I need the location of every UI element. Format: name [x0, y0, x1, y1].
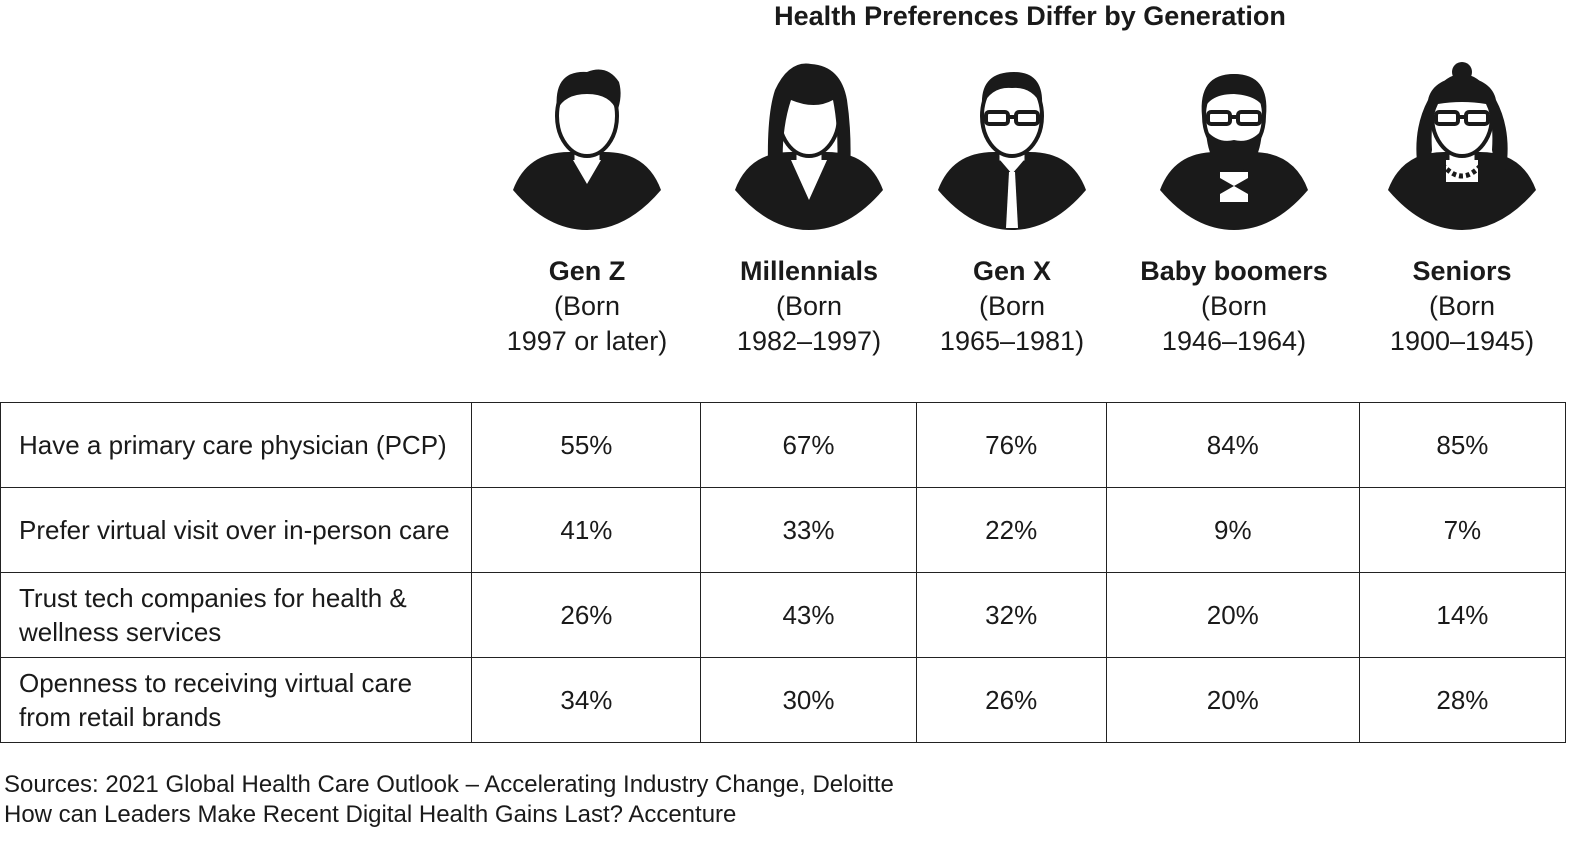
cell-value: 14% [1358, 572, 1567, 658]
cell-value: 30% [700, 657, 917, 743]
born-range: 1965–1981) [939, 326, 1085, 356]
column-header: Gen X (Born 1965–1981) [892, 60, 1132, 359]
generation-name: Gen X [972, 256, 1052, 286]
cell-value: 34% [471, 657, 702, 743]
cell-value: 28% [1358, 657, 1567, 743]
chart-title: Health Preferences Differ by Generation [774, 1, 1286, 31]
born-label: (Born [553, 291, 621, 321]
generation-name: Gen Z [548, 256, 626, 286]
column-header: Gen Z (Born 1997 or later) [467, 60, 707, 359]
column-header: Millennials (Born 1982–1997) [689, 60, 929, 359]
cell-value: 22% [915, 487, 1107, 573]
young-man-avatar-icon [467, 60, 707, 230]
cell-value: 32% [915, 572, 1107, 658]
source-line: How can Leaders Make Recent Digital Heal… [4, 801, 737, 828]
generation-name: Millennials [739, 256, 879, 286]
bearded-man-bowtie-avatar-icon [1114, 60, 1354, 230]
older-woman-glasses-pearls-avatar-icon [1342, 60, 1578, 230]
row-label: Have a primary care physician (PCP) [0, 402, 473, 488]
row-label: Trust tech companies for health & wellne… [0, 572, 473, 658]
woman-long-hair-avatar-icon [689, 60, 929, 230]
sources: Sources: 2021 Global Health Care Outlook… [4, 770, 894, 830]
born-label: (Born [1200, 291, 1268, 321]
cell-value: 85% [1358, 402, 1567, 488]
born-label: (Born [1428, 291, 1496, 321]
source-line: Sources: 2021 Global Health Care Outlook… [4, 771, 894, 798]
generation-name: Seniors [1412, 256, 1512, 286]
row-label: Openness to receiving virtual care from … [0, 657, 473, 743]
born-range: 1997 or later) [506, 326, 668, 356]
man-glasses-tie-avatar-icon [892, 60, 1132, 230]
cell-value: 9% [1105, 487, 1360, 573]
cell-value: 20% [1105, 572, 1360, 658]
born-label: (Born [775, 291, 843, 321]
cell-value: 33% [700, 487, 917, 573]
born-range: 1946–1964) [1161, 326, 1307, 356]
row-label: Prefer virtual visit over in-person care [0, 487, 473, 573]
cell-value: 41% [471, 487, 702, 573]
table-row: Prefer virtual visit over in-person care… [0, 487, 1567, 573]
generation-name: Baby boomers [1140, 256, 1328, 286]
born-label: (Born [978, 291, 1046, 321]
cell-value: 7% [1358, 487, 1567, 573]
cell-value: 26% [915, 657, 1107, 743]
cell-value: 20% [1105, 657, 1360, 743]
born-range: 1900–1945) [1389, 326, 1535, 356]
table-row: Have a primary care physician (PCP) 55% 67… [0, 402, 1567, 488]
table-row: Openness to receiving virtual care from … [0, 657, 1567, 743]
cell-value: 67% [700, 402, 917, 488]
cell-value: 26% [471, 572, 702, 658]
cell-value: 43% [700, 572, 917, 658]
cell-value: 55% [471, 402, 702, 488]
cell-value: 84% [1105, 402, 1360, 488]
cell-value: 76% [915, 402, 1107, 488]
table-row: Trust tech companies for health & wellne… [0, 572, 1567, 658]
column-header: Seniors (Born 1900–1945) [1342, 60, 1578, 359]
born-range: 1982–1997) [736, 326, 882, 356]
data-table: Have a primary care physician (PCP) 55% 67… [0, 402, 1567, 743]
column-header: Baby boomers (Born 1946–1964) [1114, 60, 1354, 359]
